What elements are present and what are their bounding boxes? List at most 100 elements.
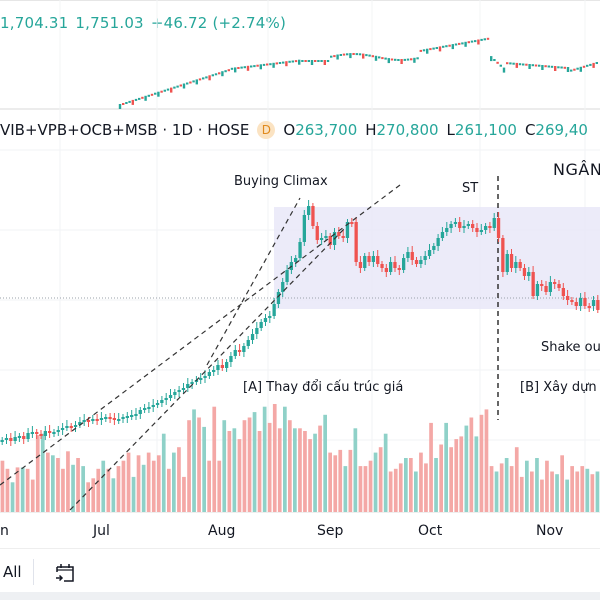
range-all-button[interactable]: All	[3, 563, 22, 581]
candle-body	[527, 272, 531, 276]
candle-body	[48, 431, 52, 433]
candle-body	[544, 286, 548, 292]
candle-body	[341, 236, 345, 238]
overview-candle	[336, 54, 339, 60]
candle-body	[86, 420, 91, 422]
annotation-shake-out: Shake ou	[541, 340, 600, 355]
channel-line-lower	[69, 227, 346, 511]
overview-candle	[570, 69, 573, 72]
axis-label-jul: Jul	[93, 523, 110, 539]
symbol-title[interactable]: VIB+VPB+OCB+MSB · 1D · HOSE	[0, 121, 250, 139]
volume-bar	[343, 466, 348, 512]
candle-body	[384, 268, 388, 272]
overview-candle	[493, 59, 496, 61]
volume-bar	[126, 452, 131, 512]
candle-body	[35, 432, 39, 434]
bottom-toolbar: All	[0, 548, 600, 593]
volume-bar	[252, 412, 257, 512]
candle-body	[294, 258, 298, 262]
candle-body	[393, 262, 397, 268]
overview-candle	[259, 64, 262, 70]
volume-bar	[207, 460, 211, 512]
volume-bar	[449, 447, 453, 512]
candle-body	[458, 222, 462, 228]
volume-bar	[40, 433, 45, 512]
candle-body	[95, 419, 99, 421]
volume-bar	[419, 452, 423, 512]
overview-candle	[141, 96, 144, 99]
candle-body	[540, 284, 544, 286]
volume-bar	[545, 460, 549, 512]
candle-body	[376, 256, 380, 264]
volume-bar	[373, 452, 378, 512]
overview-candle	[502, 67, 506, 73]
volume-bar	[338, 449, 343, 512]
overview-candle	[198, 78, 202, 81]
bottom-strip	[0, 592, 600, 600]
volume-bar	[434, 458, 438, 512]
overview-candle	[314, 60, 317, 62]
low-value: 261,100	[454, 121, 517, 139]
candle-body	[337, 232, 341, 236]
candle-body	[363, 256, 367, 268]
candle-body	[371, 256, 375, 262]
candle-body	[276, 292, 281, 304]
calendar-goto-icon[interactable]	[52, 559, 78, 585]
overview-candle	[138, 97, 141, 100]
volume-bar	[333, 455, 338, 512]
candle-body	[367, 256, 371, 262]
volume-bar	[530, 471, 534, 512]
candle-body	[501, 238, 505, 272]
volume-bar	[141, 464, 146, 512]
overview-candle	[342, 53, 346, 56]
overview-candle	[323, 60, 326, 65]
overview-candle	[483, 38, 486, 41]
volume-bar	[5, 468, 10, 512]
overview-candle	[518, 63, 522, 66]
overview-candle	[374, 55, 378, 61]
overview-candle	[544, 65, 547, 68]
pane-separator[interactable]	[0, 108, 600, 110]
overview-candle	[486, 37, 490, 40]
volume-bar	[66, 451, 70, 512]
volume-bar	[469, 417, 474, 512]
overview-candle	[381, 57, 384, 60]
axis-label-sep: Sep	[317, 523, 344, 539]
volume-bar	[61, 468, 65, 512]
candle-body	[177, 390, 181, 392]
candle-body	[406, 252, 410, 258]
candle-body	[419, 260, 423, 264]
candle-body	[164, 398, 168, 400]
overview-candle	[278, 62, 282, 64]
candle-body	[354, 222, 358, 262]
overview-candle	[118, 104, 122, 109]
volume-bar	[358, 466, 363, 512]
overview-candle	[192, 80, 195, 83]
candle-body	[255, 328, 259, 334]
volume-bar	[177, 447, 181, 512]
overview-candle	[346, 53, 349, 56]
overview-candle	[445, 45, 448, 48]
candle-body	[402, 258, 406, 270]
volume-bar	[222, 420, 227, 512]
candle-body	[587, 306, 591, 308]
candle-body	[104, 417, 108, 419]
time-axis[interactable]: n Jul Aug Sep Oct Nov	[0, 512, 600, 547]
candle-body	[78, 422, 82, 425]
main-legend: VIB+VPB+OCB+MSB · 1D · HOSE D O263,700 H270…	[0, 121, 596, 139]
volume-bar	[217, 460, 222, 512]
open-value: 263,700	[295, 121, 358, 139]
overview-candle	[560, 66, 563, 69]
candle-body	[134, 414, 138, 416]
overview-candle	[400, 59, 403, 64]
overview-candle	[563, 66, 566, 69]
overview-candle	[474, 40, 477, 43]
price-chart[interactable]	[0, 0, 600, 512]
candle-body	[207, 372, 211, 376]
volume-bar	[227, 431, 232, 512]
volume-bar	[20, 467, 25, 512]
candle-body	[307, 206, 311, 215]
candle-body	[328, 236, 332, 245]
overview-candle	[157, 91, 160, 97]
data-status-badge[interactable]: D	[257, 121, 276, 139]
